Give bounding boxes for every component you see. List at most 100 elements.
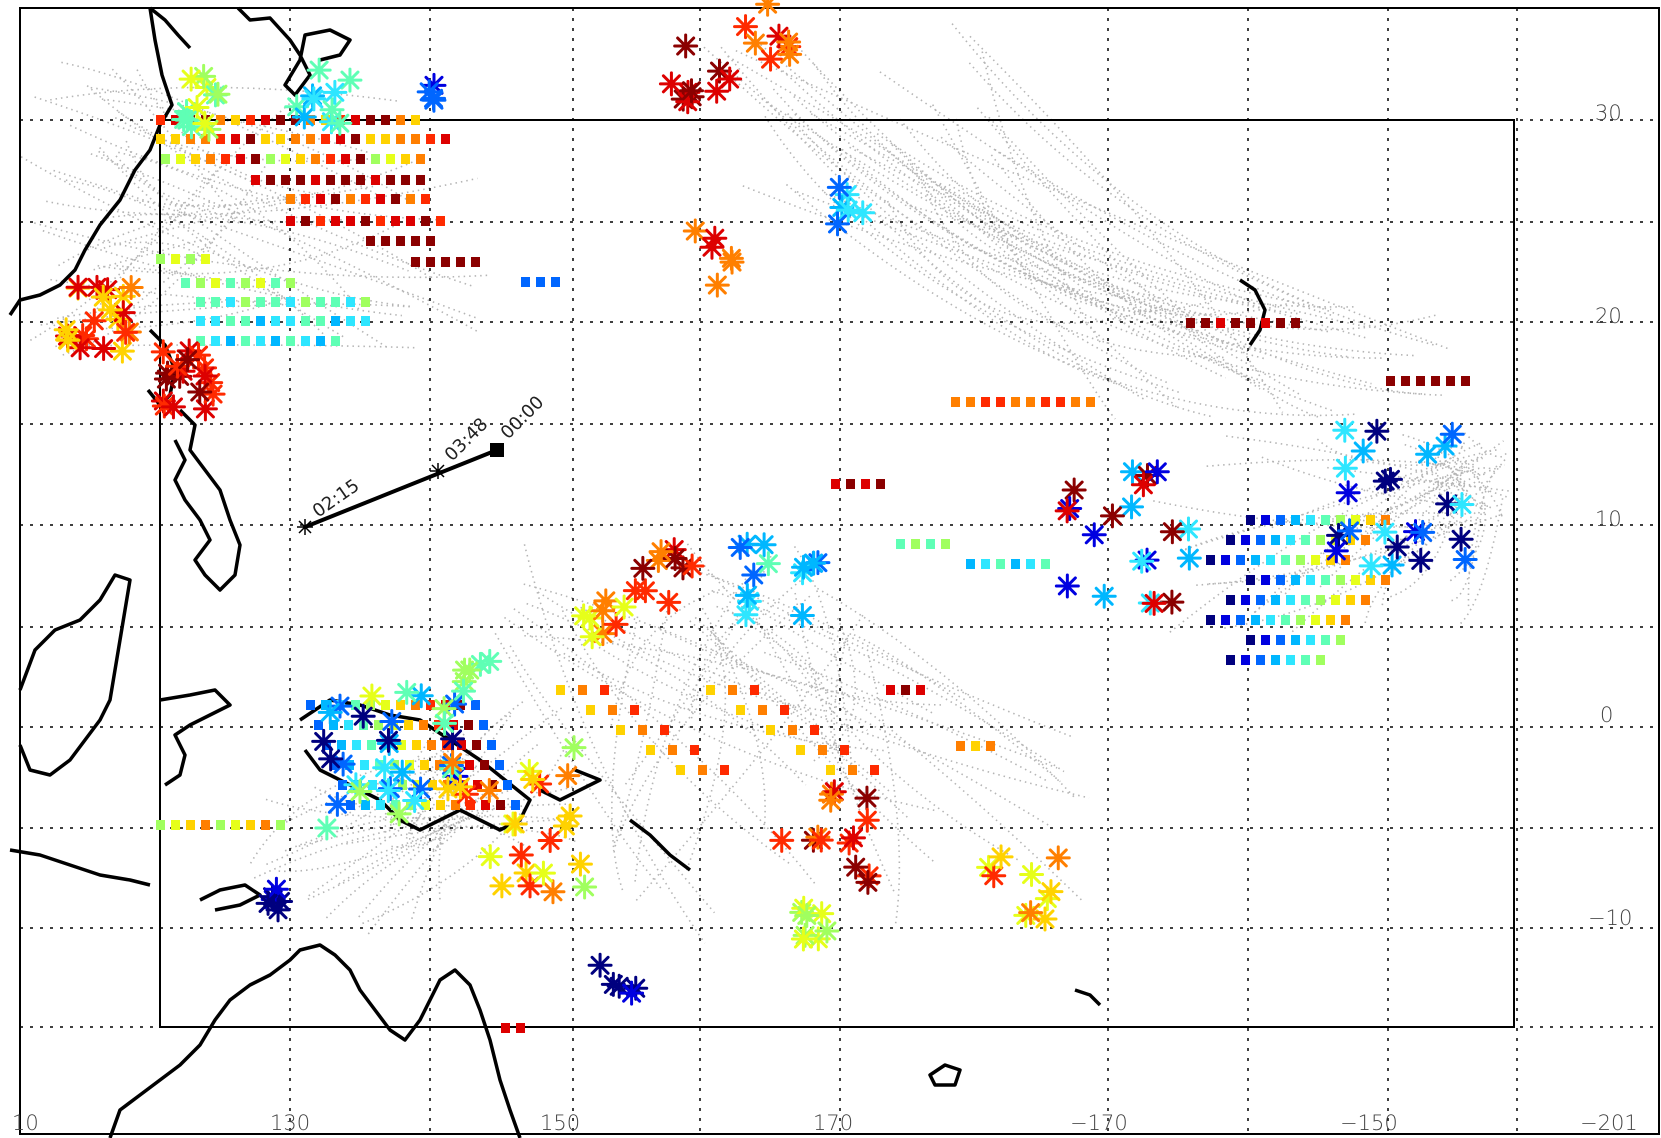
trajectory-star-marker bbox=[590, 598, 616, 624]
trajectory-square-marker bbox=[876, 479, 885, 489]
trajectory-square-marker bbox=[361, 194, 370, 204]
trajectory-square-marker bbox=[1301, 595, 1310, 605]
trajectory-square-marker bbox=[296, 154, 305, 164]
trajectory-star-marker bbox=[648, 539, 674, 565]
trajectory-square-marker bbox=[261, 134, 270, 144]
trajectory-path bbox=[769, 58, 1335, 413]
trajectory-square-marker bbox=[521, 277, 530, 287]
trajectory-star-marker bbox=[1415, 441, 1441, 467]
trajectory-path bbox=[760, 44, 1180, 410]
trajectory-star-marker bbox=[337, 67, 363, 93]
axis-labels: 10 130 150 170 −170 −150 −201 30 20 10 0… bbox=[12, 101, 1638, 1135]
trajectory-square-marker bbox=[341, 154, 350, 164]
trajectory-star-marker bbox=[555, 763, 581, 789]
trajectory-square-marker bbox=[181, 278, 190, 288]
trajectory-square-marker bbox=[1286, 595, 1295, 605]
trajectory-square-marker bbox=[201, 820, 210, 830]
trajectory-square-marker bbox=[406, 194, 415, 204]
trajectory-square-marker bbox=[496, 800, 505, 810]
trajectory-square-marker bbox=[226, 316, 235, 326]
trajectory-square-marker bbox=[1326, 555, 1335, 565]
trajectory-star-marker bbox=[1019, 862, 1045, 888]
trajectory-square-marker bbox=[276, 820, 285, 830]
trajectory-square-marker bbox=[346, 216, 355, 226]
trajectory-square-marker bbox=[301, 336, 310, 346]
trajectory-star-marker bbox=[557, 803, 583, 829]
trajectory-star-marker bbox=[65, 274, 91, 300]
trajectory-path bbox=[609, 587, 726, 729]
trajectory-square-marker bbox=[406, 216, 415, 226]
trajectory-path bbox=[931, 104, 1116, 420]
trajectory-star-marker bbox=[755, 0, 781, 17]
trajectory-path bbox=[1316, 438, 1483, 466]
trajectory-square-marker bbox=[457, 740, 466, 750]
trajectory-square-marker bbox=[396, 115, 405, 125]
trajectory-square-marker bbox=[720, 765, 729, 775]
trajectory-square-marker bbox=[1276, 318, 1285, 328]
trajectory-square-marker bbox=[331, 316, 340, 326]
trajectory-star-marker bbox=[699, 234, 725, 260]
trajectory-square-marker bbox=[1276, 635, 1285, 645]
trajectory-square-marker bbox=[451, 800, 460, 810]
trajectory-square-marker bbox=[314, 720, 323, 730]
trajectory-square-marker bbox=[676, 765, 685, 775]
trajectory-square-marker bbox=[846, 479, 855, 489]
trajectory-square-marker bbox=[191, 154, 200, 164]
trajectory-square-marker bbox=[311, 175, 320, 185]
trajectory-square-marker bbox=[766, 725, 775, 735]
trajectory-square-marker bbox=[1221, 555, 1230, 565]
trajectory-square-marker bbox=[366, 134, 375, 144]
trajectory-square-marker bbox=[1266, 555, 1275, 565]
trajectory-square-marker bbox=[966, 559, 975, 569]
trajectory-square-marker bbox=[810, 725, 819, 735]
trajectory-square-marker bbox=[831, 479, 840, 489]
trajectory-path bbox=[391, 827, 458, 848]
trajectory-path bbox=[727, 609, 1083, 902]
trajectory-path bbox=[634, 569, 753, 885]
trajectory-square-marker bbox=[301, 316, 310, 326]
trajectory-square-marker bbox=[428, 780, 437, 790]
trajectory-star-marker bbox=[766, 23, 792, 49]
trajectory-star-marker bbox=[678, 78, 704, 104]
trajectory-square-marker bbox=[1306, 635, 1315, 645]
trajectory-star-marker bbox=[432, 710, 458, 736]
trajectory-star-marker bbox=[552, 813, 578, 839]
trajectory-square-marker bbox=[1381, 575, 1390, 585]
trajectory-path bbox=[1402, 433, 1505, 521]
trajectory-square-marker bbox=[367, 740, 376, 750]
trajectory-path bbox=[266, 747, 453, 866]
trajectory-star-marker bbox=[53, 317, 79, 343]
trajectory-star-marker bbox=[758, 46, 784, 72]
domain-rectangle bbox=[159, 119, 1515, 1028]
arrow-shaft bbox=[304, 448, 498, 529]
trajectory-star-marker bbox=[1038, 879, 1064, 905]
trajectory-square-marker bbox=[996, 559, 1005, 569]
trajectory-square-marker bbox=[391, 216, 400, 226]
trajectory-square-marker bbox=[401, 154, 410, 164]
trajectory-star-marker bbox=[97, 297, 123, 323]
trajectory-path bbox=[136, 69, 325, 196]
trajectory-square-marker bbox=[1446, 376, 1455, 386]
trajectory-star-marker bbox=[95, 277, 121, 303]
coast-new-britain bbox=[539, 768, 602, 802]
trajectory-square-marker bbox=[329, 720, 338, 730]
trajectory-square-marker bbox=[156, 134, 165, 144]
trajectory-star-marker bbox=[1452, 547, 1478, 573]
trajectory-star-marker bbox=[809, 901, 835, 927]
trajectory-star-marker bbox=[734, 531, 760, 557]
trajectory-star-marker bbox=[571, 603, 597, 629]
trajectory-star-marker bbox=[343, 772, 369, 798]
trajectory-star-marker bbox=[1159, 519, 1185, 545]
trajectory-square-marker bbox=[231, 134, 240, 144]
trajectory-star-marker bbox=[443, 763, 469, 789]
lat-label-0: 0 bbox=[1600, 703, 1613, 727]
trajectory-star-marker bbox=[113, 319, 139, 345]
trajectory-square-marker bbox=[916, 685, 925, 695]
trajectory-path bbox=[117, 111, 248, 181]
trajectory-square-marker bbox=[186, 134, 195, 144]
trajectory-star-marker bbox=[854, 785, 880, 811]
trajectory-square-marker bbox=[221, 154, 230, 164]
trajectory-path bbox=[34, 96, 432, 279]
trajectory-square-marker bbox=[356, 175, 365, 185]
trajectory-path bbox=[358, 817, 473, 918]
